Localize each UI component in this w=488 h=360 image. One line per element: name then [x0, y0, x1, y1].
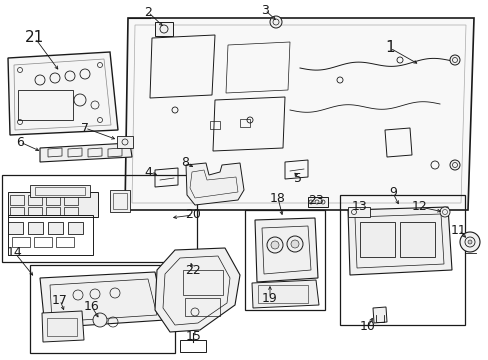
Bar	[183, 270, 223, 295]
Text: 4: 4	[144, 166, 152, 180]
Bar	[184, 298, 220, 316]
Text: 19: 19	[262, 292, 277, 305]
Bar	[244, 210, 325, 310]
Bar	[307, 197, 327, 207]
Text: 10: 10	[359, 320, 375, 333]
Circle shape	[269, 16, 282, 28]
Bar	[113, 193, 127, 209]
Text: 13: 13	[351, 201, 367, 213]
Text: 16: 16	[84, 301, 100, 314]
Text: 14: 14	[7, 247, 23, 260]
Text: 23: 23	[307, 194, 323, 207]
Bar	[64, 207, 78, 215]
Bar	[30, 185, 90, 197]
Bar	[30, 265, 175, 353]
Polygon shape	[251, 280, 318, 308]
Bar	[347, 207, 369, 217]
Bar	[110, 190, 130, 212]
Circle shape	[93, 313, 107, 327]
Text: 22: 22	[185, 264, 201, 276]
Bar	[10, 195, 24, 205]
Circle shape	[449, 160, 459, 170]
Polygon shape	[254, 218, 317, 282]
Polygon shape	[40, 272, 164, 328]
Bar	[68, 222, 83, 234]
Bar	[339, 195, 464, 325]
Polygon shape	[155, 248, 240, 332]
Bar	[399, 222, 434, 257]
Bar	[28, 195, 42, 205]
Text: 12: 12	[411, 201, 427, 213]
Text: 2: 2	[144, 5, 152, 18]
Text: 3: 3	[261, 4, 268, 17]
Polygon shape	[185, 163, 244, 205]
Text: 18: 18	[269, 192, 285, 204]
Polygon shape	[372, 307, 386, 323]
Polygon shape	[347, 207, 451, 275]
Circle shape	[439, 207, 449, 217]
Polygon shape	[125, 18, 473, 210]
Bar	[8, 222, 23, 234]
Text: 5: 5	[293, 171, 302, 184]
Polygon shape	[8, 52, 118, 135]
Bar	[359, 222, 394, 257]
Text: 6: 6	[16, 135, 24, 148]
Bar	[28, 207, 42, 215]
Text: 1: 1	[385, 40, 394, 55]
Circle shape	[449, 55, 459, 65]
Text: 21: 21	[25, 31, 44, 45]
Text: 11: 11	[450, 224, 466, 237]
Bar	[18, 90, 73, 120]
Bar	[46, 207, 60, 215]
Polygon shape	[40, 143, 132, 162]
Bar	[64, 195, 78, 205]
Bar	[10, 207, 24, 215]
Polygon shape	[42, 311, 84, 342]
Text: 9: 9	[388, 186, 396, 199]
Bar	[209, 121, 220, 129]
Circle shape	[459, 232, 479, 252]
Bar	[48, 222, 63, 234]
Text: 8: 8	[181, 157, 189, 170]
Text: 15: 15	[185, 330, 202, 343]
Bar	[12, 237, 30, 247]
Bar	[155, 22, 173, 36]
Circle shape	[270, 241, 279, 249]
Bar	[8, 192, 98, 217]
Text: 20: 20	[184, 208, 201, 221]
Bar	[47, 318, 77, 336]
Bar	[56, 237, 74, 247]
Bar	[117, 136, 133, 148]
Bar	[8, 215, 93, 255]
Bar	[258, 285, 307, 303]
Bar	[46, 195, 60, 205]
Circle shape	[467, 240, 471, 244]
Bar	[28, 222, 43, 234]
Text: 17: 17	[52, 293, 68, 306]
Bar	[180, 340, 205, 352]
Bar	[34, 237, 52, 247]
Bar	[35, 187, 85, 195]
Bar	[240, 119, 249, 127]
Text: 7: 7	[81, 122, 89, 135]
Bar	[2, 175, 197, 262]
Circle shape	[290, 240, 298, 248]
